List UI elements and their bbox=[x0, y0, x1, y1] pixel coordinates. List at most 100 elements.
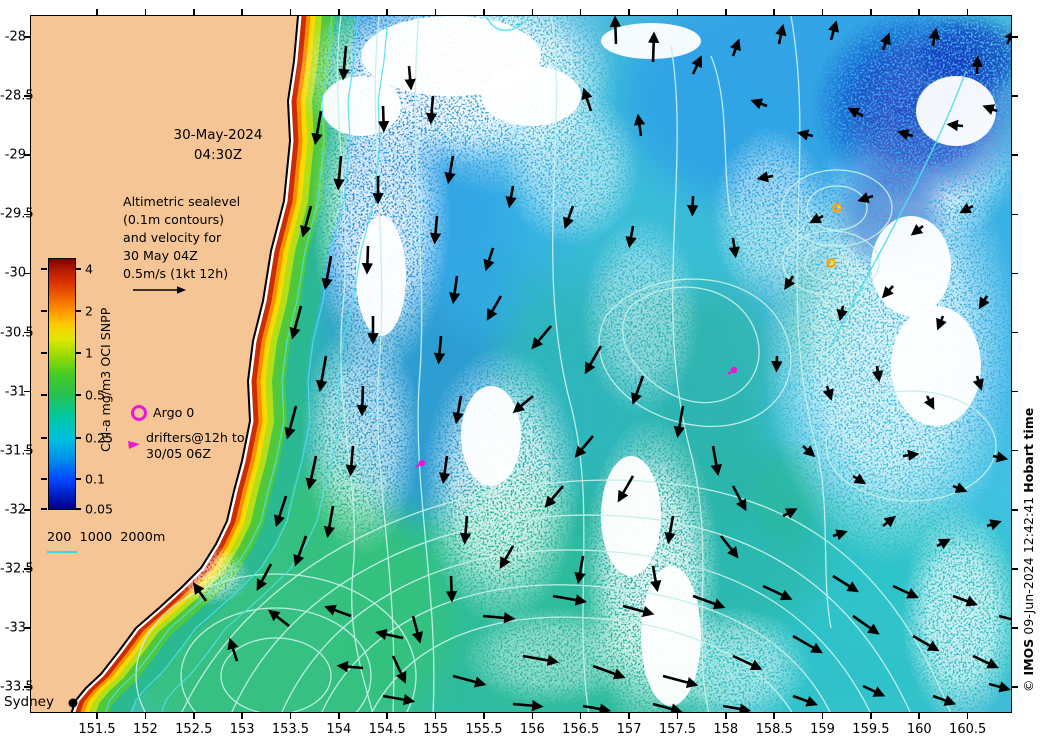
drifter-arrow-icon bbox=[128, 441, 140, 449]
velocity-arrow bbox=[710, 445, 722, 477]
lon-tick-mark bbox=[725, 713, 727, 719]
sealevel-contour bbox=[550, 16, 590, 712]
velocity-arrow bbox=[445, 575, 458, 603]
lat-tick-label: -28.5 bbox=[0, 88, 34, 104]
lon-tick-label: 154.5 bbox=[368, 722, 406, 737]
velocity-arrow bbox=[731, 485, 747, 512]
velocity-arrow bbox=[531, 325, 552, 350]
drifter-legend-line: 30/05 06Z bbox=[146, 445, 211, 461]
velocity-arrow bbox=[361, 245, 374, 275]
velocity-arrow bbox=[227, 637, 239, 662]
velocity-arrow bbox=[946, 119, 964, 132]
sealevel-contour bbox=[598, 278, 792, 428]
lon-tick-mark bbox=[676, 713, 679, 719]
velocity-arrow bbox=[832, 529, 848, 541]
velocity-arrow bbox=[256, 563, 273, 591]
lat-tick-mark bbox=[24, 509, 30, 511]
velocity-arrow bbox=[792, 634, 823, 654]
lon-tick-label: 156 bbox=[519, 722, 545, 737]
velocity-arrow bbox=[377, 105, 390, 133]
velocity-arrow bbox=[992, 451, 1009, 463]
velocity-arrow bbox=[750, 98, 768, 110]
lon-tick-label: 153 bbox=[229, 722, 255, 737]
lon-tick-mark bbox=[918, 713, 921, 719]
lon-tick-mark bbox=[434, 713, 437, 719]
velocity-arrow bbox=[411, 615, 423, 644]
lon-tick-label: 159 bbox=[810, 722, 835, 737]
lon-tick-label: 154 bbox=[326, 722, 352, 737]
velocity-arrow bbox=[959, 202, 974, 214]
lat-tick-label: -29 bbox=[4, 147, 26, 163]
velocity-arrow bbox=[486, 295, 503, 321]
velocity-arrow bbox=[425, 95, 438, 125]
lon-tick-mark bbox=[628, 9, 630, 15]
velocity-arrow bbox=[581, 87, 593, 112]
velocity-arrow bbox=[452, 674, 487, 688]
colorbar-tick-mark bbox=[75, 352, 81, 354]
colorbar-tick-mark bbox=[75, 310, 81, 312]
lat-tick-mark bbox=[24, 36, 30, 38]
bathymetry-contour bbox=[131, 16, 359, 712]
lon-tick-mark bbox=[870, 9, 872, 15]
colorbar-gradient bbox=[49, 259, 75, 509]
drifter-marker bbox=[415, 462, 423, 468]
velocity-arrow bbox=[499, 545, 515, 570]
velocity-arrow bbox=[563, 205, 575, 230]
lat-tick-label: -31 bbox=[4, 384, 26, 400]
velocity-arrow bbox=[784, 275, 796, 291]
velocity-arrow bbox=[193, 582, 208, 602]
velocity-arrow bbox=[998, 613, 1011, 625]
sealevel-contour-eddy bbox=[804, 244, 858, 282]
velocity-arrow bbox=[832, 574, 859, 593]
velocity-arrow bbox=[459, 515, 472, 545]
velocity-arrow bbox=[822, 385, 834, 401]
sealevel-contour bbox=[281, 549, 871, 712]
velocity-arrow bbox=[652, 702, 683, 712]
velocity-arrow bbox=[809, 212, 824, 224]
lat-tick-label: -31.5 bbox=[0, 443, 34, 459]
cloud-speckle bbox=[301, 316, 421, 556]
velocity-arrow bbox=[268, 609, 290, 628]
velocity-arrow bbox=[932, 694, 957, 706]
lon-tick-label: 153.5 bbox=[271, 722, 310, 737]
copyright-label: © IMOS 09-Jun-2024 12:42:41 Hobart time bbox=[1021, 408, 1036, 692]
cloud-speckle bbox=[711, 126, 831, 306]
drifter-legend-label: drifters@12h to 30/05 06Z bbox=[146, 430, 245, 461]
velocity-arrow bbox=[433, 335, 446, 365]
lon-tick-mark bbox=[531, 713, 534, 719]
cloud-core bbox=[916, 76, 996, 146]
coastline bbox=[70, 16, 299, 712]
velocity-arrow bbox=[892, 584, 919, 599]
velocity-arrow bbox=[796, 129, 814, 141]
velocity-arrow bbox=[404, 65, 416, 91]
bathymetry-legend-label: 200 1000 2000m bbox=[47, 530, 166, 545]
lon-tick-label: 151.5 bbox=[78, 722, 116, 737]
colorbar-tick-mark bbox=[41, 394, 47, 396]
lat-tick-mark bbox=[1012, 95, 1018, 97]
sealevel-contour bbox=[414, 16, 435, 712]
lon-tick-mark bbox=[144, 9, 147, 15]
copyright-part: IMOS bbox=[1021, 638, 1036, 676]
velocity-arrow bbox=[625, 225, 637, 249]
velocity-arrow bbox=[444, 155, 456, 185]
lon-tick-mark bbox=[579, 713, 582, 719]
velocity-arrow bbox=[762, 584, 793, 601]
colorbar-tick-mark bbox=[41, 268, 47, 270]
chl-colorbar: 4 2 1 0.5 0.25 0.1 0.05 bbox=[41, 258, 113, 517]
lat-tick-mark bbox=[1012, 449, 1018, 452]
velocity-arrow bbox=[936, 538, 951, 550]
lon-tick-label: 157 bbox=[616, 722, 642, 737]
lon-tick-mark bbox=[966, 713, 969, 719]
velocity-arrow bbox=[274, 495, 288, 527]
lon-tick-mark bbox=[338, 9, 340, 15]
velocity-arrow bbox=[880, 32, 891, 51]
lat-tick-mark bbox=[1012, 154, 1018, 156]
colorbar-tick-label: 0.05 bbox=[85, 501, 114, 517]
lon-tick-mark bbox=[821, 9, 824, 15]
lon-tick-mark bbox=[289, 9, 292, 15]
annotation-line: 30 May 04Z bbox=[123, 247, 198, 263]
velocity-arrow bbox=[732, 654, 763, 671]
lat-tick-label: -30.5 bbox=[0, 325, 34, 340]
cloud-core bbox=[601, 456, 661, 576]
sealevel-contour-eddy bbox=[825, 390, 997, 502]
